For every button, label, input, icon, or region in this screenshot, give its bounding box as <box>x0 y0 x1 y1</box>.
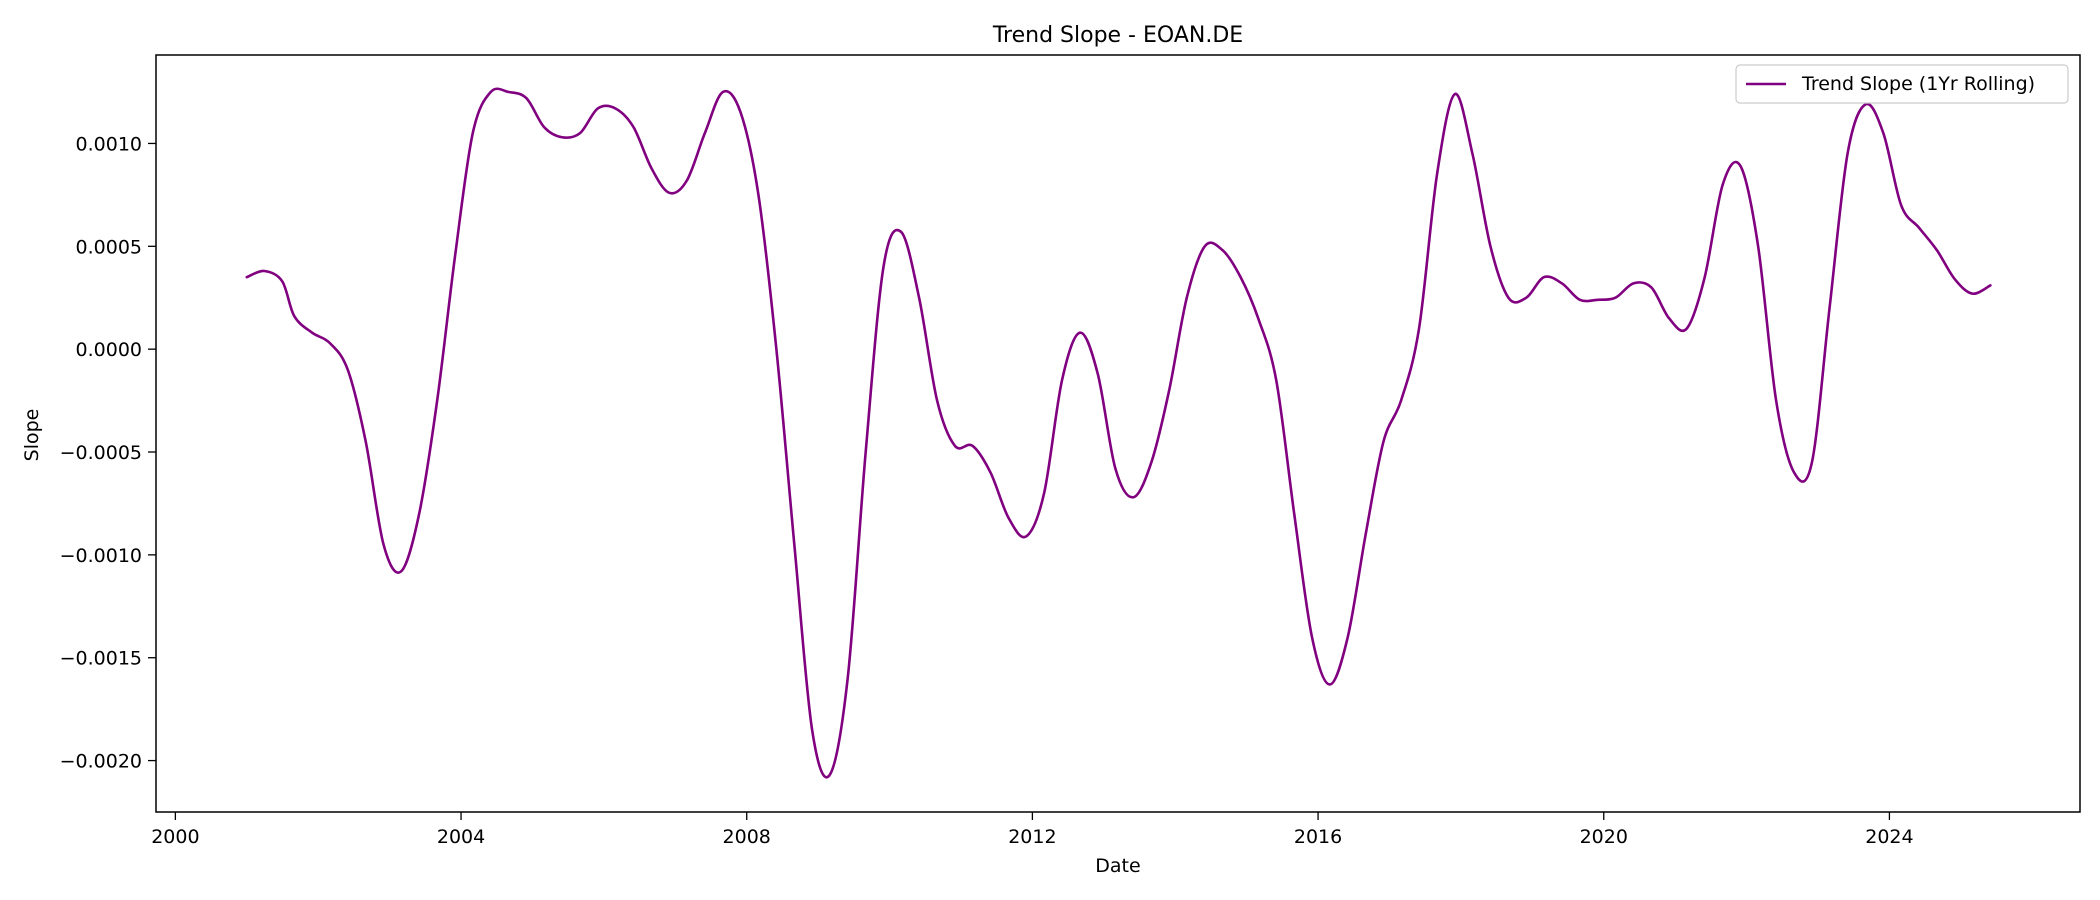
x-tick-label: 2012 <box>1008 826 1056 848</box>
legend-label: Trend Slope (1Yr Rolling) <box>1801 73 2035 95</box>
y-axis: 0.0010 0.0005 0.0000 −0.0005 −0.0010 −0.0015 −… <box>60 133 156 773</box>
legend: Trend Slope (1Yr Rolling) <box>1735 64 2069 104</box>
chart-title: Trend Slope - EOAN.DE <box>992 23 1243 48</box>
series-layer <box>245 87 1992 779</box>
x-tick-label: 2020 <box>1580 826 1628 848</box>
y-tick-label: −0.0015 <box>60 648 142 670</box>
series-line <box>245 87 1992 779</box>
y-tick-label: 0.0000 <box>76 339 142 361</box>
x-axis: 2000 2004 2008 2012 2016 2020 2024 <box>151 812 1914 848</box>
y-tick-label: 0.0005 <box>76 236 142 258</box>
y-tick-label: −0.0010 <box>60 545 142 567</box>
legend-box <box>1735 64 2069 104</box>
x-tick-label: 2008 <box>723 826 771 848</box>
y-axis-label: Slope <box>21 409 43 462</box>
x-axis-label: Date <box>1095 855 1140 877</box>
y-tick-label: −0.0005 <box>60 442 142 464</box>
x-tick-label: 2004 <box>437 826 485 848</box>
x-tick-label: 2016 <box>1294 826 1342 848</box>
plot-area: 2000 2004 2008 2012 2016 2020 2024 0.0010 0.000… <box>60 54 2081 848</box>
y-tick-label: 0.0010 <box>76 133 142 155</box>
x-tick-label: 2024 <box>1865 826 1913 848</box>
y-tick-label: −0.0020 <box>60 751 142 773</box>
x-tick-label: 2000 <box>151 826 199 848</box>
axes-frame <box>155 54 2081 813</box>
